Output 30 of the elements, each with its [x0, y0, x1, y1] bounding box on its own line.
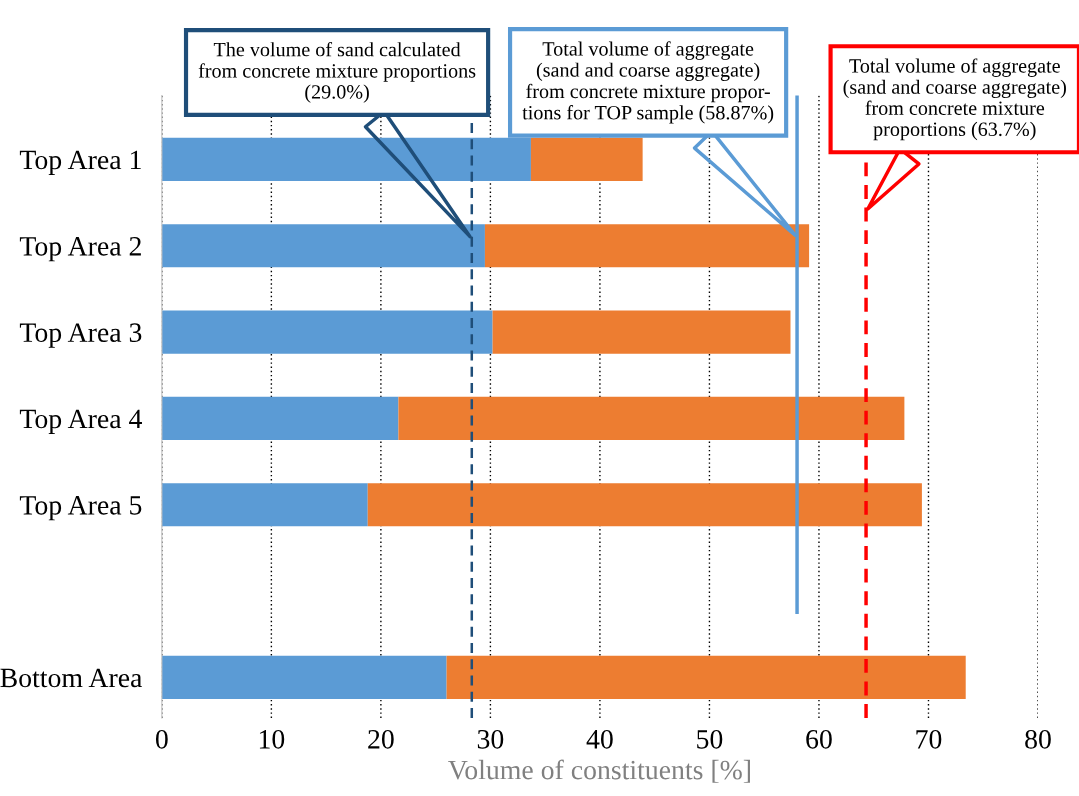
y-tick-label: Top Area 2 — [19, 236, 141, 262]
y-tick-label: Top Area 3 — [19, 323, 142, 348]
x-tick-label: 0 — [155, 729, 168, 749]
bar — [161, 655, 447, 699]
x-tick-label: 10 — [259, 729, 285, 749]
ref-line-label: Total volume of aggregate (sand and coarse aggregate) from concrete mixture proportions (63.7%) — [843, 58, 1066, 141]
bar — [161, 310, 493, 354]
x-tick-label: 80 — [1025, 729, 1051, 749]
y-tick-label: Top Area 5 — [19, 496, 142, 521]
x-tick-label: 40 — [586, 729, 613, 749]
x-tick-label: 60 — [806, 729, 832, 749]
bar — [530, 137, 643, 181]
bar — [161, 224, 485, 268]
y-tick-label: Top Area 4 — [19, 409, 142, 434]
bar — [161, 396, 399, 440]
y-tick-label: Top Area 1 — [19, 150, 141, 175]
bar — [492, 310, 791, 354]
x-tick-label: 20 — [368, 729, 394, 749]
bar — [161, 483, 368, 527]
x-tick-label: 70 — [916, 729, 942, 749]
bar — [484, 224, 810, 268]
x-tick-label: 50 — [697, 729, 723, 749]
x-tick-label: 30 — [477, 729, 504, 749]
y-tick-label: Bottom Area — [0, 668, 143, 688]
bar — [367, 483, 922, 527]
ref-line-label: Total volume of aggregate (sand and coarse aggregate) from concrete mixture propor- tions for TOP sample (58.87%) — [522, 41, 774, 124]
bar — [398, 396, 905, 440]
ref-line-label: The volume of sand calculated from concrete mixture proportions (29.0%) — [198, 41, 476, 103]
x-axis-title: Volume of constituents [%] — [448, 759, 750, 783]
bar — [446, 655, 966, 699]
